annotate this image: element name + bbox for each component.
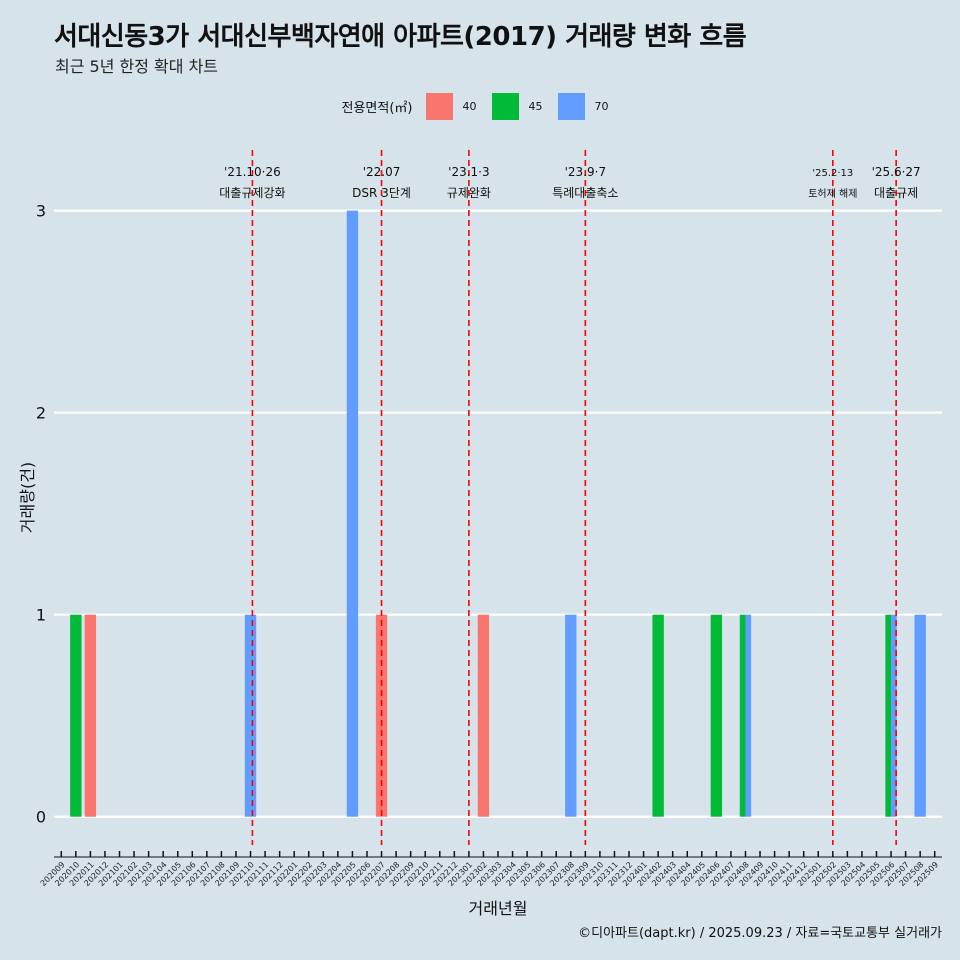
legend-swatch-45 — [492, 93, 520, 120]
bar-70-202508 — [914, 614, 926, 817]
event-date-2: '23.1·3 — [448, 165, 489, 179]
y-tick-label: 2 — [36, 404, 46, 423]
bar-70-202506 — [891, 614, 897, 817]
bar-70-202110 — [244, 614, 257, 817]
event-label-1: DSR 3단계 — [352, 186, 411, 200]
y-tick-label: 1 — [36, 606, 46, 625]
bar-40-202011 — [84, 614, 97, 817]
legend-label-40: 40 — [462, 100, 477, 113]
event-date-3: '23.9·7 — [565, 165, 606, 179]
event-date-0: '21.10·26 — [224, 165, 281, 179]
bar-45-202402 — [652, 614, 664, 817]
y-tick-label: 3 — [36, 202, 46, 221]
bar-70-202205 — [346, 210, 359, 817]
event-label-5: 대출규제 — [874, 186, 918, 200]
bar-45-202408 — [739, 614, 746, 817]
chart-subtitle: 최근 5년 한정 확대 차트 — [55, 57, 219, 76]
bar-40-202302 — [477, 614, 490, 817]
bar-45-202406 — [710, 614, 723, 817]
bar-45-202010 — [70, 614, 82, 817]
legend-label-45: 45 — [528, 100, 543, 113]
y-axis-title: 거래량(건) — [18, 462, 37, 533]
legend-title: 전용면적(㎡) — [341, 101, 413, 116]
event-date-4: '25.2·13 — [812, 168, 853, 179]
legend-swatch-70 — [558, 93, 586, 120]
event-label-4: 토허제 해제 — [808, 187, 857, 200]
source-caption: ©디아파트(dapt.kr) / 2025.09.23 / 자료=국토교통부 실… — [578, 926, 942, 941]
event-date-1: '22.07 — [363, 165, 401, 179]
bar-45-202506 — [885, 614, 892, 817]
bar-70-202308 — [565, 614, 577, 817]
chart-title: 서대신동3가 서대신부백자연애 아파트(2017) 거래량 변화 흐름 — [54, 22, 747, 52]
legend: 전용면적(㎡) 40 45 70 — [0, 93, 960, 120]
event-date-5: '25.6·27 — [872, 165, 921, 179]
legend-label-70: 70 — [594, 100, 609, 113]
legend-swatch-40 — [426, 93, 454, 120]
event-label-3: 특례대출축소 — [552, 186, 618, 200]
y-tick-label: 0 — [36, 808, 46, 827]
x-axis-title: 거래년월 — [469, 899, 528, 918]
event-label-2: 규제완화 — [447, 186, 491, 200]
bar-70-202408 — [745, 614, 752, 817]
event-label-0: 대출규제강화 — [219, 186, 285, 200]
